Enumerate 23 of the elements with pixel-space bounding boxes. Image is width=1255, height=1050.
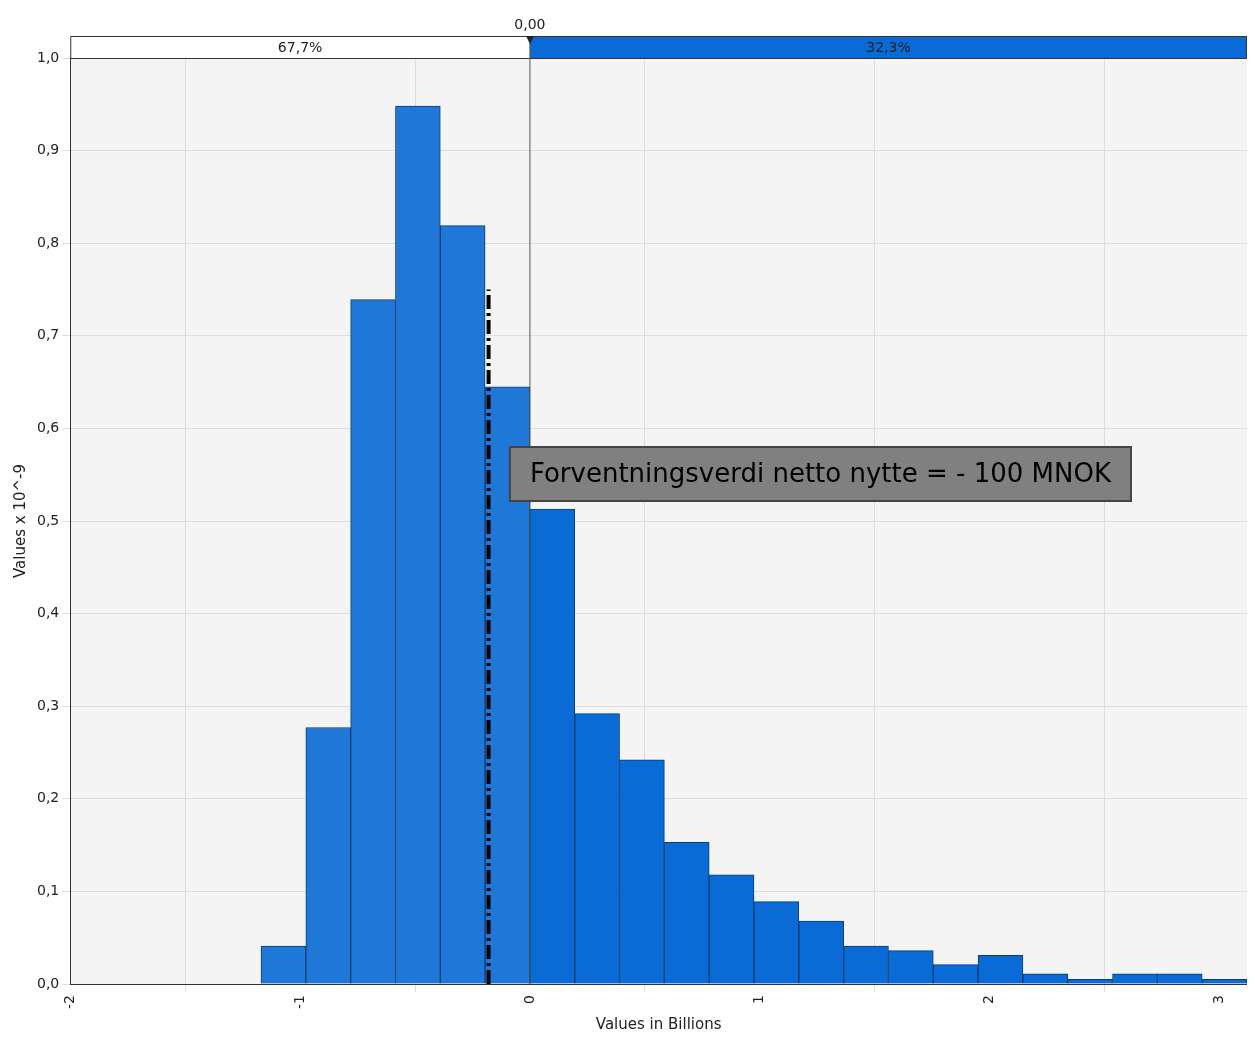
ref-line-label: Forventningsverdi netto nytte = - 100 MNOK [529,457,1112,488]
y-tick-label: 1,0 [37,48,60,65]
text: 32,3% [866,38,911,55]
y-tick-label: 0,8 [37,233,60,250]
text: 67,7% [277,38,323,55]
x-tick-label: 3 [1210,995,1227,1004]
y-tick-label: 0,2 [37,789,60,806]
y-tick-label: 0,1 [37,882,60,899]
y-tick-label: 0,0 [37,974,60,991]
x-tick-label: -2 [60,995,77,1010]
x-tick-label: 1 [750,995,767,1004]
x-tick-label: -1 [290,995,307,1010]
y-tick-label: 0,5 [37,511,60,528]
y-tick-label: 0,3 [37,696,60,713]
y-tick-label: 0,7 [37,326,60,343]
y-tick-label: 0,4 [37,604,60,621]
x-tick-label: 0 [520,995,537,1004]
y-tick-label: 0,6 [37,419,60,436]
y-tick-label: 0,9 [37,141,60,158]
ref-line-label: 0,00 [514,15,546,32]
y-axis-title: Values x 10^-9 [10,464,29,579]
x-axis-title: Values in Billions [595,1014,722,1033]
x-tick-label: 2 [980,995,997,1004]
